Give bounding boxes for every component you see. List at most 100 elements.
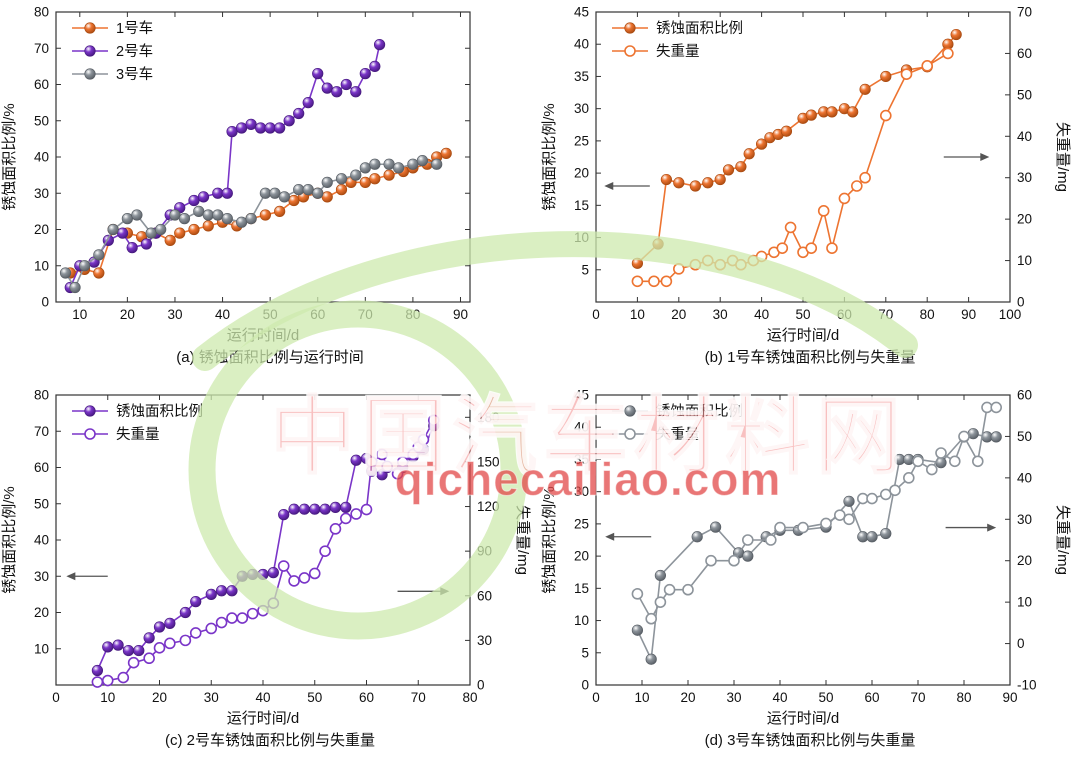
svg-text:30: 30 [34,186,49,201]
svg-text:失重量: 失重量 [656,43,700,60]
svg-text:50: 50 [263,307,278,322]
svg-text:失重量: 失重量 [116,426,160,443]
svg-text:10: 10 [34,258,49,273]
svg-text:40: 40 [255,690,270,705]
svg-text:失重量/mg: 失重量/mg [1054,122,1071,192]
svg-text:10: 10 [574,230,589,245]
svg-text:40: 40 [1017,129,1032,144]
svg-text:70: 70 [358,307,373,322]
svg-text:失重量: 失重量 [656,426,700,443]
svg-text:50: 50 [34,113,49,128]
svg-text:35: 35 [574,69,589,84]
svg-text:60: 60 [1017,388,1032,403]
svg-text:0: 0 [592,690,600,705]
svg-text:10: 10 [72,307,87,322]
panel-a: 10 20 30 40 50 60 70 80 90 0 10 20 30 40 50 60 70 80 运行时间/… [0,0,540,383]
svg-text:25: 25 [574,516,589,531]
chart-d-figure: 0 10 20 30 40 50 60 70 80 90 0 5 10 15 20 25 30 35 40 45 -10… [541,388,1071,728]
svg-text:0: 0 [41,295,49,310]
svg-text:35: 35 [574,452,589,467]
svg-text:90: 90 [477,544,492,559]
svg-text:30: 30 [574,484,589,499]
svg-text:20: 20 [680,690,695,705]
svg-text:5: 5 [581,645,589,660]
svg-text:5: 5 [581,262,589,277]
svg-text:60: 60 [34,460,49,475]
svg-text:45: 45 [574,388,589,403]
chart-c-caption: (c) 2号车锈蚀面积比例与失重量 [164,732,375,749]
svg-text:40: 40 [574,420,589,435]
svg-text:100: 100 [999,307,1022,322]
svg-text:运行时间/d: 运行时间/d [227,327,300,344]
svg-text:锈蚀面积比例: 锈蚀面积比例 [656,20,743,37]
svg-text:10: 10 [630,307,645,322]
svg-text:0: 0 [477,678,485,693]
svg-text:30: 30 [726,690,741,705]
svg-text:10: 10 [34,641,49,656]
svg-text:70: 70 [878,307,893,322]
svg-text:40: 40 [574,37,589,52]
svg-text:10: 10 [1017,253,1032,268]
svg-text:90: 90 [453,307,468,322]
svg-text:50: 50 [1017,429,1032,444]
svg-text:3号车: 3号车 [116,66,153,83]
svg-text:50: 50 [307,690,322,705]
svg-text:60: 60 [477,588,492,603]
svg-text:20: 20 [120,307,135,322]
svg-text:80: 80 [462,690,477,705]
svg-text:80: 80 [956,690,971,705]
svg-text:50: 50 [795,307,810,322]
svg-text:150: 150 [477,454,500,469]
chart-b-caption: (b) 1号车锈蚀面积比例与失重量 [704,349,916,366]
svg-text:10: 10 [634,690,649,705]
svg-text:40: 40 [215,307,230,322]
svg-text:70: 70 [34,41,49,56]
svg-text:70: 70 [1017,5,1032,20]
svg-text:120: 120 [477,499,500,514]
svg-text:60: 60 [864,690,879,705]
svg-text:80: 80 [34,5,49,20]
chart-d-caption: (d) 3号车锈蚀面积比例与失重量 [704,732,916,749]
svg-text:2号车: 2号车 [116,43,153,60]
svg-text:180: 180 [477,410,500,425]
panel-b: 0 10 20 30 40 50 60 70 80 90 100 5 10 15 20 25 30 35 40 45 0… [540,0,1080,383]
svg-text:失重量/mg: 失重量/mg [514,505,531,575]
svg-text:40: 40 [772,690,787,705]
svg-text:20: 20 [574,166,589,181]
panel-d: 0 10 20 30 40 50 60 70 80 90 0 5 10 15 20 25 30 35 40 45 -10… [540,383,1080,766]
svg-text:15: 15 [574,198,589,213]
svg-text:30: 30 [204,690,219,705]
svg-text:40: 40 [34,150,49,165]
svg-text:锈蚀面积比例/%: 锈蚀面积比例/% [541,103,558,211]
svg-text:30: 30 [167,307,182,322]
svg-text:20: 20 [1017,212,1032,227]
svg-text:70: 70 [910,690,925,705]
svg-text:30: 30 [1017,512,1032,527]
svg-text:70: 70 [34,424,49,439]
svg-text:20: 20 [34,605,49,620]
svg-text:运行时间/d: 运行时间/d [767,327,840,344]
panel-c: 0 10 20 30 40 50 60 70 80 10 20 30 40 50 60 70 80 0 30 60 90… [0,383,540,766]
svg-text:45: 45 [574,5,589,20]
svg-text:失重量/mg: 失重量/mg [1054,505,1071,575]
svg-text:50: 50 [34,496,49,511]
svg-text:锈蚀面积比例: 锈蚀面积比例 [116,403,203,420]
chart-a-caption: (a) 锈蚀面积比例与运行时间 [176,349,364,366]
svg-text:50: 50 [818,690,833,705]
svg-text:25: 25 [574,133,589,148]
svg-text:运行时间/d: 运行时间/d [767,710,840,727]
svg-text:10: 10 [574,613,589,628]
svg-text:锈蚀面积比例/%: 锈蚀面积比例/% [1,103,18,211]
svg-text:0: 0 [581,678,589,693]
svg-text:30: 30 [34,569,49,584]
svg-text:20: 20 [152,690,167,705]
svg-text:60: 60 [34,77,49,92]
svg-text:60: 60 [1017,46,1032,61]
svg-text:70: 70 [411,690,426,705]
svg-text:80: 80 [34,388,49,403]
svg-text:10: 10 [1017,595,1032,610]
svg-text:40: 40 [1017,470,1032,485]
svg-text:-10: -10 [1017,678,1037,693]
svg-text:50: 50 [1017,87,1032,102]
